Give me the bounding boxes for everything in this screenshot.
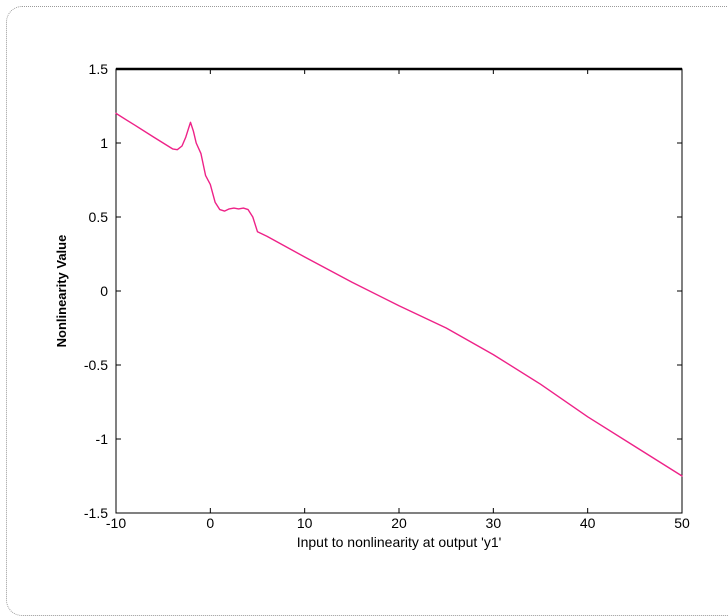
y-tick-label: 0 (100, 283, 108, 299)
y-axis-label: Nonlinearity Value (54, 235, 69, 348)
ticks: -10 0 10 20 30 40 50 -1.5 -1 -0.5 0 0.5 1 1.5 (84, 61, 690, 531)
x-tick-label: 30 (486, 515, 502, 531)
x-tick-label: -10 (106, 515, 126, 531)
plot-area-box (115, 68, 683, 514)
series (115, 112, 683, 477)
x-tick-label: 10 (297, 515, 313, 531)
x-axis-label: Input to nonlinearity at output 'y1' (297, 534, 502, 550)
x-tick-label: 0 (206, 515, 214, 531)
series-line (115, 112, 683, 477)
y-tick-label: 0.5 (89, 209, 109, 225)
x-tick-label: 40 (580, 515, 596, 531)
axes (115, 67, 683, 514)
y-tick-label: 1.5 (89, 61, 109, 77)
y-tick-label: 1 (100, 135, 108, 151)
y-tick-label: -1.5 (84, 505, 108, 521)
x-tick-label: 20 (391, 515, 407, 531)
x-tick-label: 50 (674, 515, 690, 531)
nonlinearity-chart: -10 0 10 20 30 40 50 -1.5 -1 -0.5 0 0.5 1 1.5 Input t… (54, 61, 690, 550)
y-tick-label: -1 (96, 431, 109, 447)
y-tick-label: -0.5 (84, 357, 108, 373)
